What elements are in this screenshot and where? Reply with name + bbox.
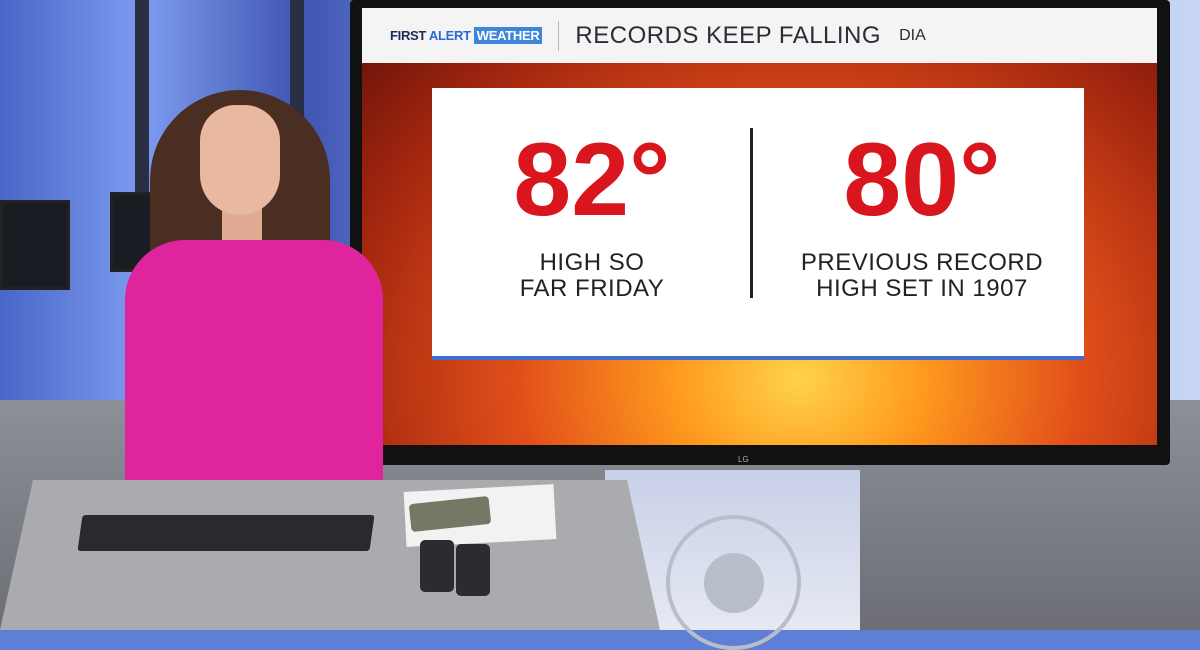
temperature-card: 82° HIGH SO FAR FRIDAY 80° PREVIOUS RECOR…: [432, 88, 1084, 360]
current-caption: HIGH SO FAR FRIDAY: [519, 249, 665, 303]
header-divider: [558, 20, 560, 51]
remote-control: [420, 540, 454, 592]
studio-monitor: [0, 200, 70, 290]
remote-control: [456, 544, 490, 596]
first-alert-weather-logo: FIRST ALERT WEATHER: [390, 27, 543, 44]
weather-graphic: FIRST ALERT WEATHER RECORDS KEEP FALLING …: [362, 8, 1157, 445]
card-divider: [750, 128, 753, 298]
meteorologist-face: [200, 105, 280, 215]
graphic-header: FIRST ALERT WEATHER RECORDS KEEP FALLING …: [362, 8, 1157, 63]
meteorologist-dress: [125, 240, 383, 510]
location-label: DIA: [899, 26, 926, 44]
record-caption: PREVIOUS RECORD HIGH SET IN 1907: [800, 249, 1044, 303]
current-high: 82° HIGH SO FAR FRIDAY: [432, 88, 752, 356]
current-temp: 82°: [513, 122, 671, 238]
record-temp: 80°: [843, 122, 1001, 238]
anchor-desk: [0, 480, 660, 630]
lg-logo: LG: [738, 455, 749, 464]
keyboard: [77, 515, 375, 551]
record-high: 80° PREVIOUS RECORD HIGH SET IN 1907: [762, 88, 1082, 356]
graphic-title: RECORDS KEEP FALLING: [575, 21, 882, 49]
